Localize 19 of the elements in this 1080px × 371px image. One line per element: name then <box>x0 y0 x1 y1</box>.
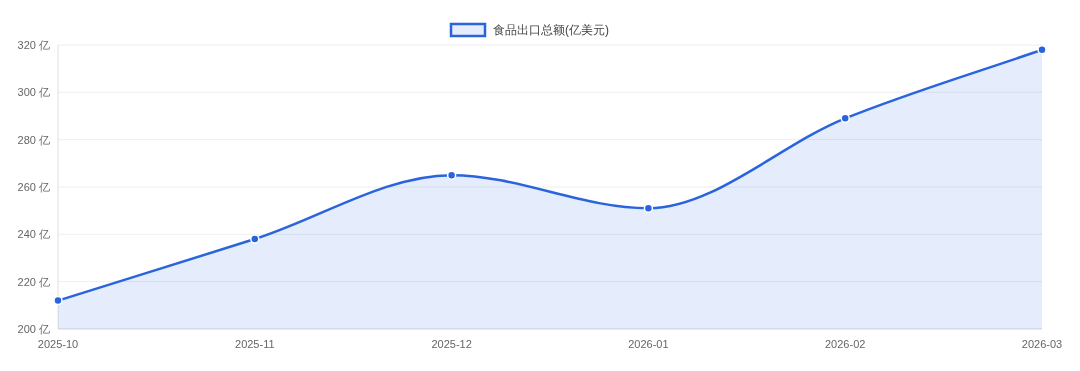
y-tick-label: 260 亿 <box>17 181 50 193</box>
y-tick-label: 280 亿 <box>17 133 50 146</box>
y-tick-label: 320 亿 <box>17 39 50 51</box>
point <box>250 234 260 244</box>
x-tick-label: 2026-02 <box>825 338 866 350</box>
point <box>1037 44 1047 55</box>
y-tick-label: 200 亿 <box>17 323 50 335</box>
x-tick-label: 2025-12 <box>431 338 472 350</box>
x-tick-label: 2026-03 <box>1021 338 1063 350</box>
legend-label: 食品出口总额(亿美元) <box>493 23 609 37</box>
y-tick-label: 220 亿 <box>17 275 50 288</box>
y-tick-label: 300 亿 <box>17 86 50 99</box>
legend: 食品出口总额(亿美元) <box>449 22 609 38</box>
x-tick-label: 2026-01 <box>628 338 669 350</box>
x-tick-label: 2025-10 <box>37 338 79 350</box>
point <box>53 295 63 306</box>
point <box>840 113 850 124</box>
x-tick-label: 2025-11 <box>235 338 275 350</box>
y-tick-label: 240 亿 <box>17 228 50 241</box>
